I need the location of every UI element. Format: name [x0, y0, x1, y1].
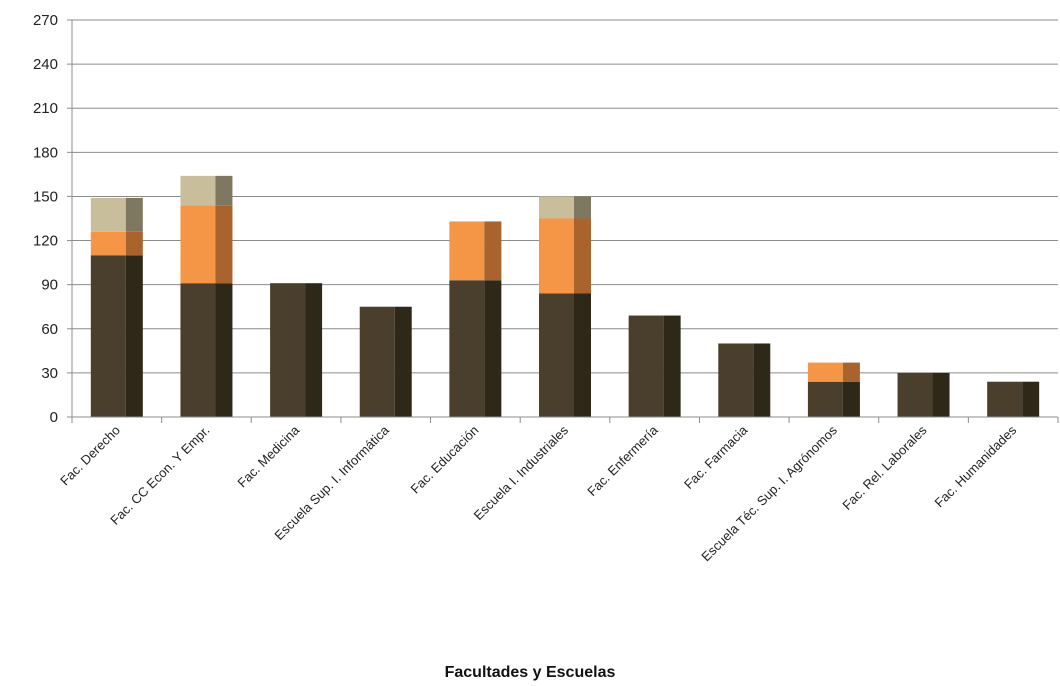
x-tick-label: Escuela I. Industriales — [471, 422, 572, 523]
x-tick-label: Fac. Enfermería — [584, 422, 661, 499]
bar-11-segment-1 — [987, 381, 1023, 417]
x-tick-label: Fac. Rel. Laborales — [839, 422, 930, 513]
x-tick-label: Fac. Medicina — [234, 422, 302, 490]
x-tick-label: Fac. Educación — [408, 423, 482, 497]
bar-2-segment-1 — [180, 283, 216, 417]
bar-10-segment-1-side — [932, 372, 950, 417]
bar-3-segment-1 — [270, 283, 306, 417]
bar-6-segment-3 — [539, 196, 574, 219]
bar-9-segment-2 — [807, 362, 843, 382]
bar-1-segment-3 — [90, 197, 126, 232]
y-tick-label: 30 — [41, 365, 58, 382]
bar-10-segment-1 — [897, 372, 933, 417]
bar-2-segment-3 — [180, 175, 216, 206]
bar-2-segment-2 — [180, 205, 216, 284]
y-tick-label: 270 — [33, 12, 58, 29]
bar-5-segment-1-side — [484, 280, 502, 417]
bar-5-segment-1 — [449, 280, 485, 417]
y-tick-label: 60 — [41, 321, 58, 338]
y-tick-label: 150 — [33, 188, 58, 205]
bar-6-segment-1 — [539, 293, 574, 417]
bar-1-segment-2-side — [125, 231, 143, 256]
y-tick-label: 0 — [50, 409, 58, 426]
bar-2-segment-1-side — [215, 283, 233, 417]
bar-1-segment-3-side — [125, 197, 143, 232]
y-tick-label: 240 — [33, 56, 58, 73]
bar-7-segment-1-side — [663, 315, 681, 417]
x-tick-label: Fac. Humanidades — [932, 422, 1020, 510]
bars — [90, 175, 1040, 417]
x-tick-label: Fac. CC Econ. Y Empr. — [107, 423, 212, 528]
bar-6-segment-2 — [539, 218, 574, 294]
bar-6-segment-1-side — [574, 293, 591, 417]
bar-1-segment-1-side — [125, 255, 143, 417]
x-axis-title: Facultades y Escuelas — [444, 664, 616, 681]
y-tick-label: 90 — [41, 277, 58, 294]
bar-5-segment-2-side — [484, 221, 502, 281]
x-tick-label: Fac. Derecho — [57, 423, 123, 489]
bar-4-segment-1 — [359, 306, 395, 417]
x-tick-label: Fac. Farmacia — [681, 422, 751, 492]
axes — [67, 19, 1059, 423]
y-axis-ticks: 0 30 60 90 120 150 180 210 240 270 — [33, 12, 58, 426]
bar-4-segment-1-side — [394, 306, 412, 417]
bar-6-segment-3-side — [574, 196, 591, 219]
bar-11-segment-1-side — [1022, 381, 1040, 417]
bar-3-segment-1-side — [305, 283, 323, 417]
bar-9-segment-2-side — [842, 362, 860, 382]
bar-2-segment-2-side — [215, 205, 233, 284]
y-tick-label: 120 — [33, 233, 58, 250]
bar-6-segment-2-side — [574, 218, 591, 294]
y-tick-label: 180 — [33, 144, 58, 161]
y-tick-label: 210 — [33, 100, 58, 117]
bar-1-segment-2 — [90, 231, 126, 256]
bar-1-segment-1 — [90, 255, 126, 417]
bar-8-segment-1 — [718, 343, 754, 417]
bar-9-segment-1-side — [842, 381, 860, 417]
bar-9-segment-1 — [807, 381, 843, 417]
bar-5-segment-2 — [449, 221, 485, 281]
bar-8-segment-1-side — [753, 343, 771, 417]
bar-7-segment-1 — [628, 315, 664, 417]
bar-2-segment-3-side — [215, 175, 233, 206]
